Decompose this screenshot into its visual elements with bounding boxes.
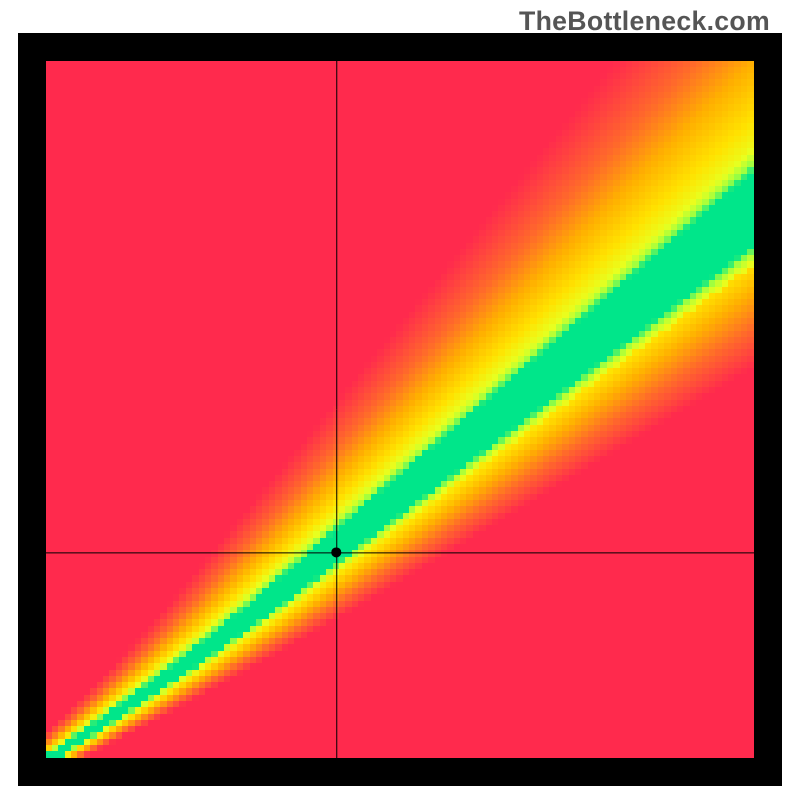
heatmap-canvas (46, 61, 754, 758)
heatmap-plot-area (18, 33, 782, 786)
chart-container: TheBottleneck.com (0, 0, 800, 800)
